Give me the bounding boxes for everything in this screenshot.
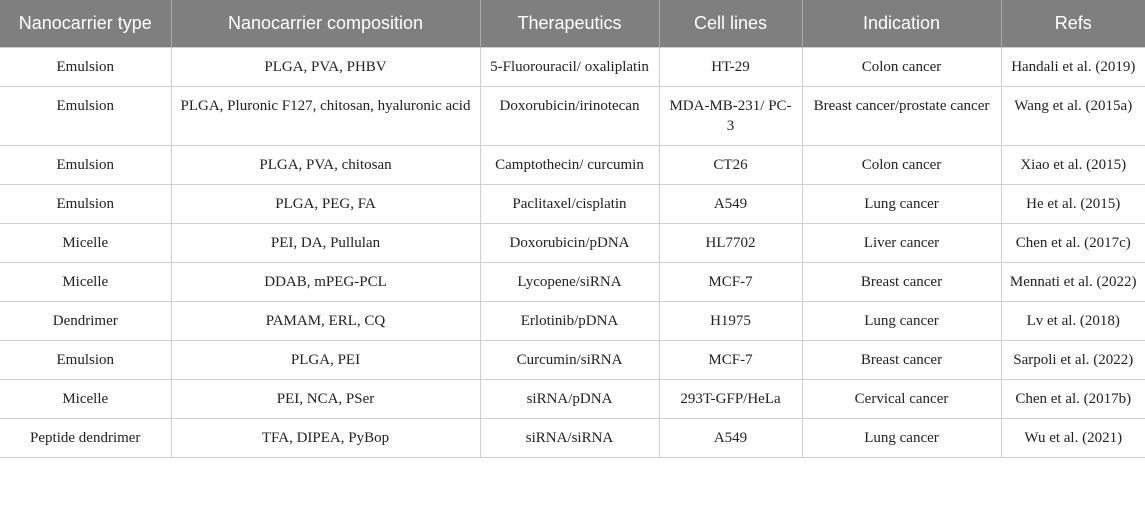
table-cell: Mennati et al. (2022)	[1000, 261, 1145, 302]
table-cell: Emulsion	[0, 46, 172, 87]
table-cell: CT26	[658, 144, 803, 185]
table-cell: DDAB, mPEG-PCL	[170, 261, 481, 302]
table-cell: Erlotinib/pDNA	[479, 300, 660, 341]
table-cell: Doxorubicin/irinotecan	[479, 85, 660, 146]
table-cell: Handali et al. (2019)	[1000, 46, 1145, 87]
table-cell: Colon cancer	[801, 144, 1002, 185]
table-cell: Chen et al. (2017c)	[1000, 222, 1145, 263]
table-row: Micelle PEI, DA, Pullulan Doxorubicin/pDNA…	[0, 222, 1145, 263]
table-cell: PLGA, PVA, chitosan	[170, 144, 481, 185]
table-cell: Micelle	[0, 261, 172, 302]
table-cell: MCF-7	[658, 261, 803, 302]
table-cell: Lung cancer	[801, 300, 1002, 341]
header-cell: Therapeutics	[479, 0, 659, 47]
table-cell: Emulsion	[0, 85, 172, 146]
table-cell: Micelle	[0, 222, 172, 263]
table-cell: Lycopene/siRNA	[479, 261, 660, 302]
data-table: Nanocarrier type Nanocarrier composition T…	[0, 0, 1145, 458]
table-cell: Sarpoli et al. (2022)	[1000, 339, 1145, 380]
table-cell: MDA-MB-231/ PC-3	[658, 85, 803, 146]
table-cell: Emulsion	[0, 183, 172, 224]
table-row: Emulsion PLGA, Pluronic F127, chitosan, h…	[0, 85, 1145, 146]
table-cell: 5-Fluorouracil/ oxaliplatin	[479, 46, 660, 87]
table-cell: MCF-7	[658, 339, 803, 380]
table-cell: siRNA/siRNA	[479, 417, 660, 458]
table-cell: Lung cancer	[801, 417, 1002, 458]
table-row: Peptide dendrimer TFA, DIPEA, PyBop siRNA/…	[0, 417, 1145, 458]
table-cell: Liver cancer	[801, 222, 1002, 263]
table-cell: HT-29	[658, 46, 803, 87]
table-body: Emulsion PLGA, PVA, PHBV 5-Fluorouracil/ o…	[0, 46, 1145, 458]
header-cell: Nanocarrier type	[0, 0, 171, 47]
table-cell: 293T-GFP/HeLa	[658, 378, 803, 419]
header-cell: Indication	[801, 0, 1001, 47]
table-cell: Paclitaxel/cisplatin	[479, 183, 660, 224]
table-cell: Breast cancer	[801, 339, 1002, 380]
table-cell: PLGA, Pluronic F127, chitosan, hyaluroni…	[170, 85, 481, 146]
table-cell: Colon cancer	[801, 46, 1002, 87]
table-cell: Xiao et al. (2015)	[1000, 144, 1145, 185]
table-cell: Doxorubicin/pDNA	[479, 222, 660, 263]
table-row: Micelle PEI, NCA, PSer siRNA/pDNA 293T-GFP/…	[0, 378, 1145, 419]
table-cell: Lv et al. (2018)	[1000, 300, 1145, 341]
table-cell: Peptide dendrimer	[0, 417, 172, 458]
header-cell: Nanocarrier composition	[170, 0, 480, 47]
table-cell: Dendrimer	[0, 300, 172, 341]
table-cell: Micelle	[0, 378, 172, 419]
table-row: Dendrimer PAMAM, ERL, CQ Erlotinib/pDNA H19…	[0, 300, 1145, 341]
header-row: Nanocarrier type Nanocarrier composition T…	[0, 0, 1145, 47]
table-cell: A549	[658, 183, 803, 224]
table-row: Micelle DDAB, mPEG-PCL Lycopene/siRNA MCF-7…	[0, 261, 1145, 302]
table-cell: Wang et al. (2015a)	[1000, 85, 1145, 146]
table-cell: A549	[658, 417, 803, 458]
table-cell: HL7702	[658, 222, 803, 263]
header-cell: Cell lines	[658, 0, 802, 47]
table-cell: Curcumin/siRNA	[479, 339, 660, 380]
table-cell: TFA, DIPEA, PyBop	[170, 417, 481, 458]
table-cell: Breast cancer/prostate cancer	[801, 85, 1002, 146]
table-row: Emulsion PLGA, PEG, FA Paclitaxel/cisplati…	[0, 183, 1145, 224]
table-cell: PLGA, PEG, FA	[170, 183, 481, 224]
table-row: Emulsion PLGA, PEI Curcumin/siRNA MCF-7 Brea…	[0, 339, 1145, 380]
table-cell: Cervical cancer	[801, 378, 1002, 419]
table-cell: PEI, DA, Pullulan	[170, 222, 481, 263]
table-cell: Breast cancer	[801, 261, 1002, 302]
table-cell: Camptothecin/ curcumin	[479, 144, 660, 185]
table-cell: Lung cancer	[801, 183, 1002, 224]
table-cell: He et al. (2015)	[1000, 183, 1145, 224]
table-row: Emulsion PLGA, PVA, PHBV 5-Fluorouracil/ o…	[0, 46, 1145, 87]
table-cell: Chen et al. (2017b)	[1000, 378, 1145, 419]
table-cell: Emulsion	[0, 339, 172, 380]
table-cell: PAMAM, ERL, CQ	[170, 300, 481, 341]
table-cell: H1975	[658, 300, 803, 341]
table-cell: PEI, NCA, PSer	[170, 378, 481, 419]
table-row: Emulsion PLGA, PVA, chitosan Camptothecin/…	[0, 144, 1145, 185]
header-cell: Refs	[1000, 0, 1145, 47]
table-cell: Wu et al. (2021)	[1000, 417, 1145, 458]
table-cell: PLGA, PVA, PHBV	[170, 46, 481, 87]
table-cell: Emulsion	[0, 144, 172, 185]
table-cell: PLGA, PEI	[170, 339, 481, 380]
table-cell: siRNA/pDNA	[479, 378, 660, 419]
